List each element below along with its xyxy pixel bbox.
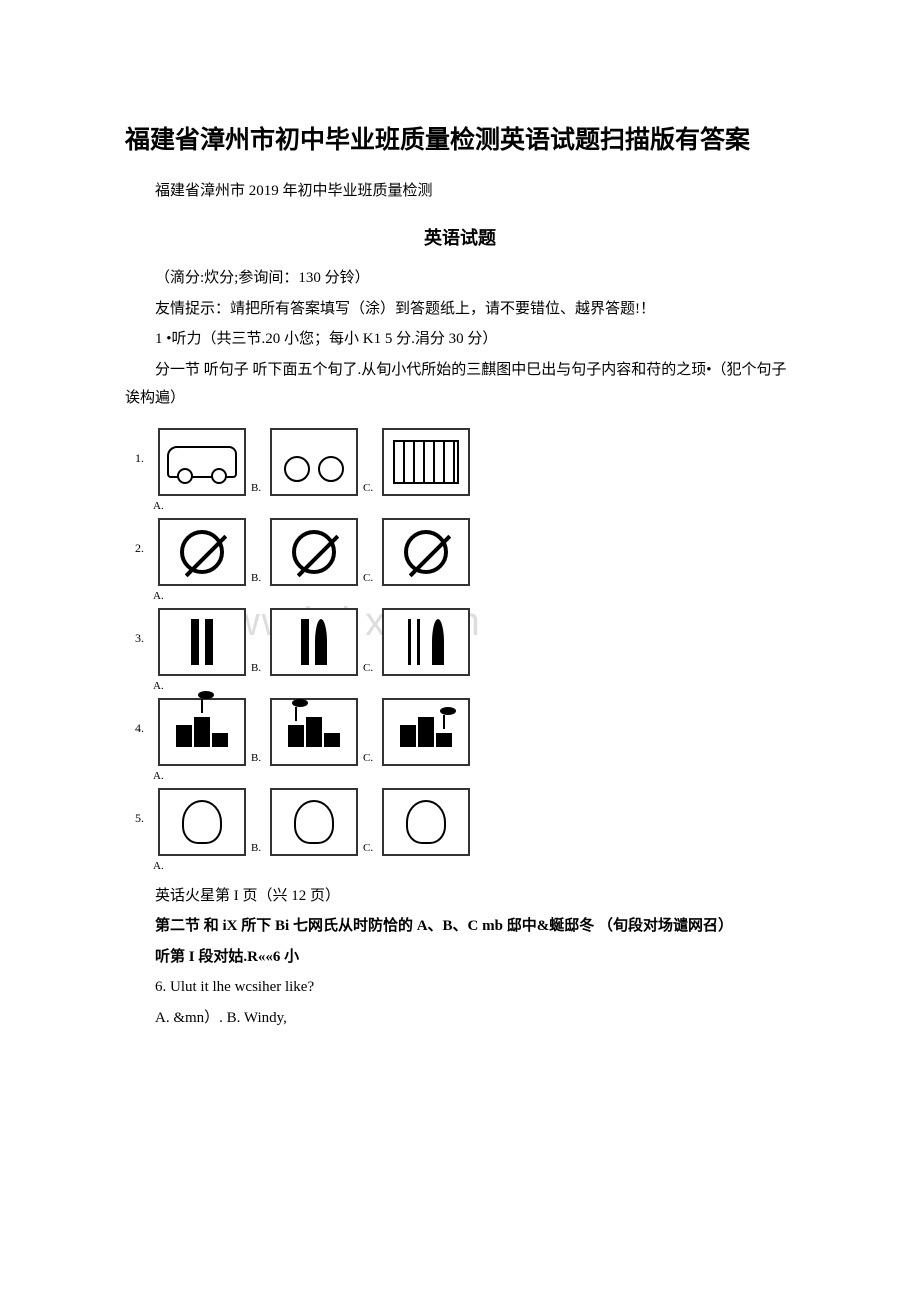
text-part: A、B、C mb [417,918,503,934]
grid-row: 2. B. C. [135,518,795,586]
listening-header: 1 •听力（共三节.20 小您；每小 K1 5 分.涓分 30 分） [125,325,795,354]
intro-text: 福建省漳州市 2019 年初中毕业班质量检测 [125,176,795,206]
option-label: A. [153,590,795,602]
option-label: A. [153,770,795,782]
row-number: 1. [135,451,153,496]
option-image-face [270,788,358,856]
row-number: 3. [135,631,153,676]
option-label: C. [363,572,377,586]
row-number: 5. [135,811,153,856]
document-content: 福建省漳州市初中毕业班质量检测英语试题扫描版有答案 福建省漳州市 2019 年初… [125,120,795,1032]
text-part: 七网氏从时防恰的 [289,918,417,934]
option-label: B. [251,752,265,766]
grid-row: 1. B. C. [135,428,795,496]
option-label: B. [251,842,265,856]
option-image-bus [382,428,470,496]
grid-row: 3. B. C. [135,608,795,676]
main-title: 福建省漳州市初中毕业班质量检测英语试题扫描版有答案 [125,120,795,156]
text-part: & [537,918,550,934]
option-image-face [158,788,246,856]
score-info: （滴分:炊分;参询间：130 分铃） [125,264,795,293]
sub-title: 英语试题 [125,224,795,250]
option-label: C. [363,482,377,496]
option-image-podium [270,698,358,766]
grid-row: 4. B. C. [135,698,795,766]
option-image-utensils [270,608,358,676]
question-6-options: A. &mn）. B. Windy, [125,1004,795,1033]
option-label: C. [363,752,377,766]
option-image-nosign [158,518,246,586]
option-image-podium [158,698,246,766]
option-label: C. [363,662,377,676]
option-label: A. [153,500,795,512]
option-image-nosign [270,518,358,586]
option-image-car [158,428,246,496]
text-part: 蜒邸冬 （旬段对场谴网召） [549,918,733,934]
row-number: 4. [135,721,153,766]
option-label: A. [153,860,795,872]
question-image-grid: 1. B. C. A. 2. B. C. A. 3. B. C. A. [135,428,795,872]
page-footer: 英话火星第 I 页（兴 12 页） [125,882,795,911]
option-image-podium [382,698,470,766]
section2-text: 第二节 和 iX 所下 Bi 七网氏从时防恰的 A、B、C mb 邸中&蜒邸冬 … [125,912,795,941]
option-label: B. [251,662,265,676]
listen-segment: 听第 I 段对姑.R««6 小 [125,943,795,972]
grid-row: 5. B. C. [135,788,795,856]
text-part: 邸中 [503,918,537,934]
section1-text: 分一节 听句子 听下面五个旬了.从旬小代所始的三麒图中巳出与句子内容和苻的之顼•… [125,356,795,413]
option-label: A. [153,680,795,692]
row-number: 2. [135,541,153,586]
option-image-bike [270,428,358,496]
option-label: B. [251,482,265,496]
option-label: B. [251,572,265,586]
option-label: C. [363,842,377,856]
text-part: 第二节 和 iX 所下 [155,918,275,934]
text-part: Bi [275,918,289,934]
option-image-utensils [158,608,246,676]
option-image-face [382,788,470,856]
question-6: 6. Ulut it lhe wcsiher like? [125,973,795,1002]
option-image-utensils [382,608,470,676]
tip-text: 友情捉示：靖把所有答案填写（涂）到答题纸上，请不要错位、越界答题!！ [125,295,795,324]
option-image-nosign [382,518,470,586]
